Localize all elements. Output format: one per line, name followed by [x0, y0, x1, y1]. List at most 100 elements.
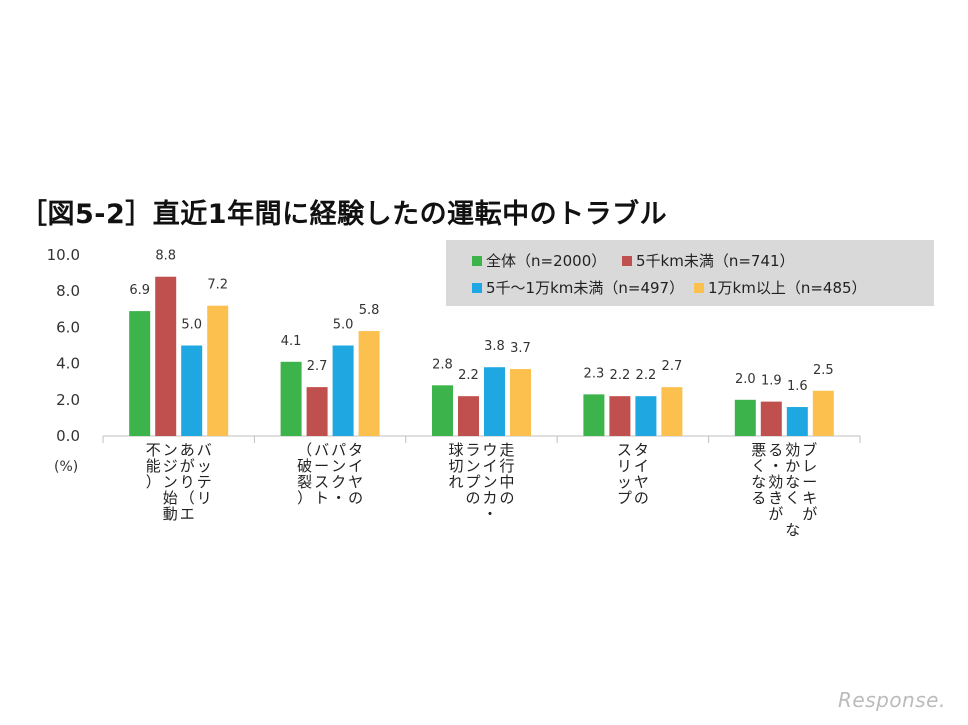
legend-label: 5千～1万km未満（n=497） [486, 279, 685, 297]
bar [635, 396, 657, 436]
category-label-char: 切 [448, 457, 463, 475]
category-label-char: ヤ [348, 473, 363, 491]
category-label-char: く [785, 489, 800, 507]
category-label-char: ・ [331, 489, 346, 507]
category-label-char: き [768, 489, 783, 507]
y-tick-label: 10.0 [47, 246, 80, 264]
category-label-char: イ [348, 457, 363, 475]
category-label-char: プ [465, 473, 480, 491]
legend: 全体（n=2000） 5千km未満（n=741） 5千～1万km未満（n=497） 1… [446, 240, 934, 306]
data-label: 1.9 [761, 374, 782, 389]
bar [583, 394, 605, 436]
bar [734, 399, 756, 436]
y-tick-label: 8.0 [56, 282, 80, 300]
category-label-char: バ [314, 441, 329, 459]
bar [129, 311, 151, 436]
bar [155, 276, 177, 436]
category-label-char: ウ [482, 441, 497, 459]
category-label-char: 行 [499, 457, 514, 475]
category-label-char: リ [197, 489, 212, 507]
category-label-char: の [634, 489, 649, 507]
legend-label: 全体（n=2000） [486, 252, 607, 270]
category-label-char: ン [331, 457, 346, 475]
category-label-char: イ [482, 457, 497, 475]
category-label-char: 不 [146, 441, 161, 459]
category-label-char: 効 [785, 441, 800, 459]
bar [458, 396, 479, 436]
data-label: 2.2 [610, 368, 631, 383]
chart-title: ［図5-2］直近1年間に経験したの運転中のトラブル [20, 199, 668, 230]
category-label-char: ・ [768, 457, 783, 475]
legend-swatch [694, 282, 704, 293]
category-label-char: 球 [448, 441, 463, 459]
legend-swatch [472, 255, 482, 266]
category-label-char: テ [197, 473, 212, 491]
category-label-char: ） [297, 489, 312, 507]
legend-swatch [472, 282, 482, 293]
category-label-char: 動 [163, 505, 178, 523]
category-label-char: な [785, 521, 800, 539]
category-label-char: パ [331, 441, 346, 459]
bar [812, 390, 834, 436]
legend-label: 5千km未満（n=741） [636, 252, 795, 270]
y-tick-label: 0.0 [56, 427, 80, 445]
legend-swatch [622, 255, 632, 266]
data-label: 3.8 [484, 339, 505, 354]
data-label: 2.2 [636, 368, 657, 383]
category-label-char: か [785, 457, 800, 475]
category-label-char: く [751, 457, 766, 475]
bar [661, 387, 683, 436]
data-label: 3.7 [510, 341, 531, 356]
category-label-char: が [802, 505, 817, 523]
category-label-char: あ [180, 441, 195, 459]
category-label-char: ブ [802, 441, 817, 459]
bar [306, 387, 328, 436]
category-label-char: イ [634, 457, 649, 475]
bar [609, 396, 631, 436]
category-label-char: ッ [617, 473, 632, 491]
category-label-char: ト [314, 489, 329, 507]
data-label: 2.7 [307, 359, 328, 374]
category-label-char: ク [331, 473, 346, 491]
category-label-char: の [499, 489, 514, 507]
legend-label: 1万km以上（n=485） [708, 279, 867, 297]
category-label-char: プ [617, 489, 632, 507]
bar [181, 345, 203, 436]
category-label-char: 始 [163, 489, 178, 507]
bar [432, 385, 453, 436]
legend-item: 5千～1万km未満（n=497） [472, 277, 684, 298]
category-label-char: が [180, 457, 195, 475]
data-label: 2.2 [458, 368, 479, 383]
category-label-char: の [465, 489, 480, 507]
legend-item: 全体（n=2000） [472, 250, 606, 271]
category-label-char: の [348, 489, 363, 507]
data-label: 2.8 [432, 357, 453, 372]
y-tick-label: 4.0 [56, 355, 80, 373]
data-label: 4.1 [281, 334, 302, 349]
bar [760, 401, 782, 436]
data-label: 2.3 [584, 366, 605, 381]
category-label-char: ン [163, 441, 178, 459]
legend-item: 5千km未満（n=741） [622, 250, 795, 271]
data-label: 2.5 [813, 363, 834, 378]
category-label-char: が [768, 505, 783, 523]
category-label-char: キ [802, 489, 817, 507]
category-label-char: 中 [499, 473, 514, 491]
category-label-char: ・ [482, 505, 497, 523]
bar [510, 369, 531, 436]
legend-item: 1万km以上（n=485） [694, 277, 867, 298]
data-label: 5.0 [181, 318, 202, 333]
category-label-char: ー [314, 457, 329, 475]
category-label-char: 破 [297, 457, 312, 475]
category-label-char: （ [297, 441, 312, 459]
category-label-char: れ [448, 473, 463, 491]
category-label-char: り [180, 473, 195, 491]
category-label-char: ス [314, 473, 329, 491]
data-label: 1.6 [787, 379, 808, 394]
category-label-char: ヤ [634, 473, 649, 491]
category-label-char: タ [348, 441, 363, 459]
category-label-char: ） [146, 473, 161, 491]
y-tick-label: 2.0 [56, 391, 80, 409]
category-label-char: レ [802, 457, 817, 475]
